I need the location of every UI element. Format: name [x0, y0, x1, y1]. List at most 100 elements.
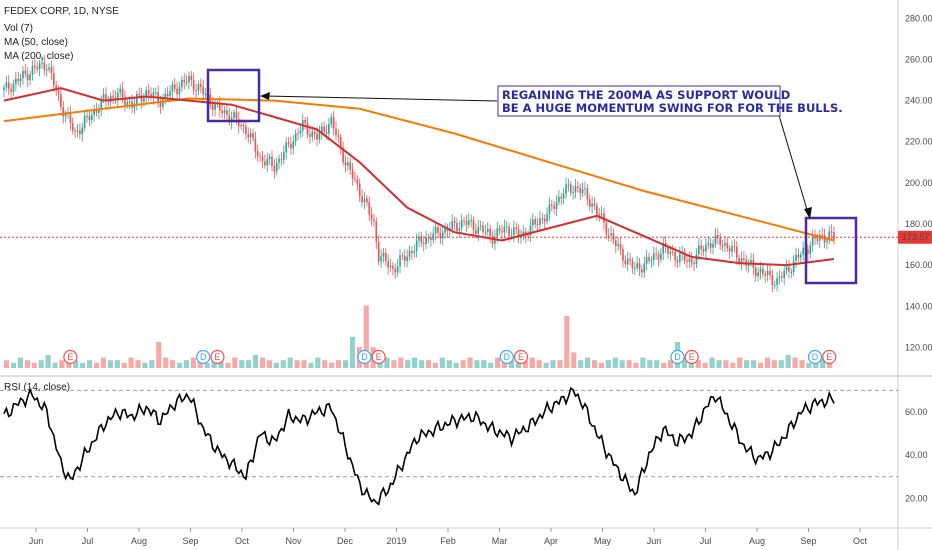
candle-body: [572, 192, 574, 194]
volume-bar: [515, 362, 522, 368]
time-tick-label: Jun: [647, 536, 662, 546]
candle-body: [797, 254, 800, 258]
candle-body: [48, 67, 50, 70]
event-marker-label: E: [214, 352, 220, 362]
volume-bar: [557, 360, 563, 368]
price-tick-label: 220.00: [905, 137, 932, 147]
candle-body: [785, 266, 788, 271]
candle-body: [81, 127, 84, 135]
candle-body: [607, 234, 610, 236]
candle-body: [721, 244, 724, 246]
volume-bar: [502, 360, 508, 368]
rsi-axis: 60.00 40.00 20.00: [905, 407, 928, 503]
candle-body: [387, 261, 390, 268]
candle-body: [199, 84, 202, 87]
volume-bar: [446, 360, 452, 368]
volume-bar: [17, 357, 24, 368]
ma50-line: [3, 87, 835, 267]
candle-body: [45, 69, 48, 71]
candle-body: [102, 94, 105, 99]
candle-body: [392, 265, 394, 269]
volume-bar: [170, 360, 176, 368]
candle-body: [299, 130, 302, 134]
candle-body: [778, 276, 781, 279]
volume-bar: [204, 362, 210, 368]
candle-body: [456, 222, 458, 231]
rsi-line: [3, 386, 835, 506]
candle-body: [377, 241, 380, 262]
candle-body: [254, 138, 257, 152]
arrow-left: [264, 95, 498, 102]
candle-body: [548, 204, 551, 214]
candle-body: [235, 112, 238, 119]
candle-body: [486, 228, 489, 232]
candle-body: [29, 74, 31, 81]
event-marker-label: E: [67, 352, 73, 362]
event-marker-circle: [807, 349, 823, 365]
candle-body: [344, 162, 347, 166]
candle-body: [828, 231, 831, 241]
candle-body: [510, 235, 513, 237]
candle-body: [358, 183, 361, 197]
candle-body: [418, 236, 420, 241]
candle-body: [403, 255, 406, 261]
volume-bar: [149, 360, 155, 368]
candle-body: [3, 87, 5, 91]
candle-body: [183, 79, 186, 83]
candle-body: [714, 235, 717, 244]
volume-bar: [294, 360, 300, 368]
candle-body: [22, 70, 24, 79]
rsi-tick-label: 20.00: [905, 493, 928, 503]
volume-bar: [744, 360, 750, 368]
candle-body: [159, 102, 162, 107]
candle-body: [648, 257, 650, 261]
volume-bar: [218, 360, 224, 368]
candle-body: [425, 237, 427, 245]
volume-bar: [163, 357, 169, 368]
candle-body: [693, 262, 695, 264]
candle-body: [705, 244, 707, 252]
time-axis: Jun Jul Aug Sep Oct Nov Dec 2019 Feb Mar Apr May Jun…: [29, 528, 867, 546]
volume-bar: [799, 360, 805, 368]
event-marker-circle: [63, 349, 78, 365]
volume-bar: [467, 357, 473, 368]
candle-body: [764, 274, 767, 276]
candle-body: [282, 152, 285, 160]
volume-bar: [10, 362, 17, 368]
candle-body: [598, 214, 601, 216]
candle-body: [245, 126, 247, 135]
volume-bar: [453, 362, 459, 368]
candle-body: [555, 202, 558, 209]
candle-body: [50, 67, 53, 73]
candle-body: [626, 258, 629, 265]
candle-body: [368, 202, 371, 215]
candle-body: [252, 133, 254, 139]
candle-body: [588, 199, 591, 207]
volume-bar: [550, 360, 556, 368]
volume-bar: [522, 360, 528, 368]
candle-body: [451, 221, 454, 229]
event-marker-label: E: [689, 352, 695, 362]
volume-bar: [38, 360, 44, 368]
candle-body: [671, 252, 674, 254]
volume-bar: [59, 360, 65, 368]
price-axis: 280.00 260.00 240.00 220.00 200.00 180.00 160.…: [905, 13, 932, 352]
volume-bar: [87, 360, 93, 368]
volume-bar: [80, 362, 86, 368]
event-marker-label: D: [503, 352, 510, 362]
volume-bar: [232, 357, 238, 368]
candle-body: [181, 79, 183, 88]
candle-body: [724, 242, 726, 246]
time-tick-label: Aug: [749, 536, 765, 546]
candle-body: [830, 231, 833, 233]
candle-body: [261, 156, 264, 162]
candle-body: [347, 162, 349, 166]
volume-bar: [688, 360, 694, 368]
candle-body: [541, 218, 544, 220]
event-marker-label: D: [361, 352, 368, 362]
event-marker-circle: [357, 349, 372, 365]
ma200-line: [3, 97, 835, 242]
candle-body: [826, 240, 828, 243]
candle-body: [558, 196, 560, 203]
